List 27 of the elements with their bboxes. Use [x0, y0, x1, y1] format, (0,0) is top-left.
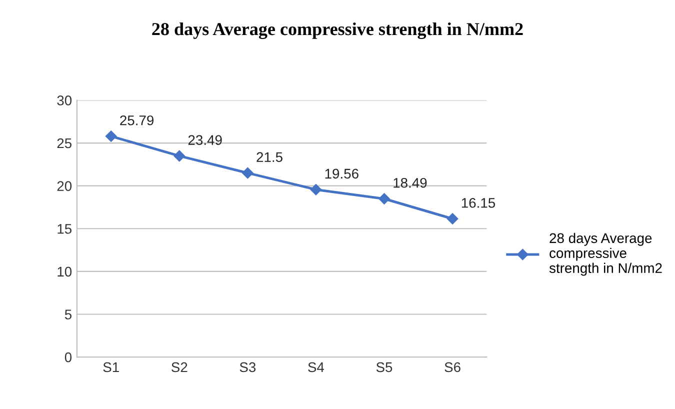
point: [105, 130, 117, 142]
y-tick-label: 0: [64, 352, 72, 362]
data-label: 19.56: [325, 168, 358, 179]
y-tick-label: 30: [57, 96, 72, 106]
y-tick-label: 5: [64, 310, 72, 320]
x-tick-label: S5: [376, 362, 392, 372]
data-label: 21.5: [256, 152, 282, 162]
y-tick-label: 20: [57, 181, 72, 191]
x-tick-label: S6: [444, 362, 460, 372]
point: [174, 150, 185, 162]
data-label: 23.49: [188, 135, 222, 145]
data-label: 25.79: [120, 115, 154, 126]
point: [242, 167, 254, 179]
y-tick-label: 25: [57, 138, 72, 148]
x-tick-label: S1: [103, 362, 119, 372]
y-tick-label: 15: [58, 224, 72, 234]
x-tick-label: S2: [172, 362, 188, 372]
chart-title: 28 days Average compressive strength in N/mm2: [152, 22, 523, 40]
y-tick-label: 10: [58, 266, 72, 277]
point: [378, 193, 390, 204]
point: [446, 213, 458, 224]
data-label: 18.49: [394, 178, 427, 188]
data-label: 16.15: [462, 198, 496, 208]
legend-label: 28 days Average compressive strength in N/mm2: [549, 232, 662, 276]
point: [310, 184, 322, 196]
x-tick-label: S4: [308, 362, 324, 372]
x-tick-label: S3: [240, 362, 256, 372]
